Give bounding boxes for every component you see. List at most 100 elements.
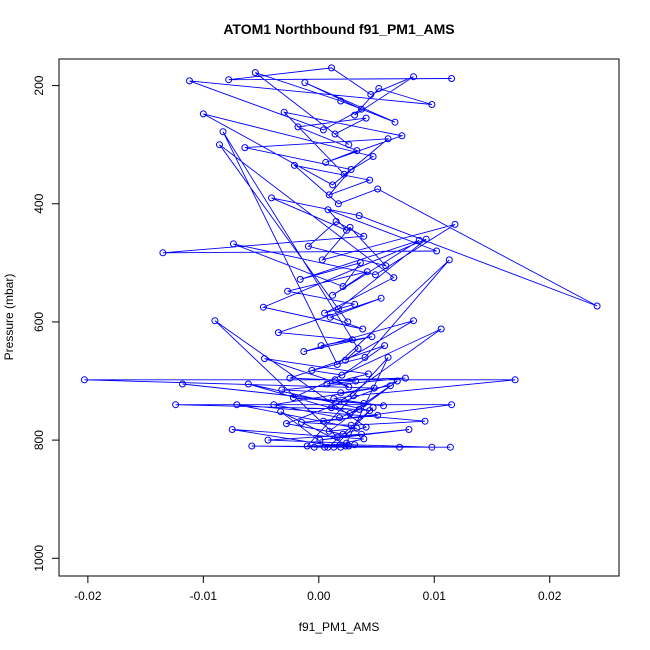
data-point [448, 75, 456, 82]
data-point [421, 417, 429, 425]
data-point [348, 336, 356, 344]
data-point [321, 309, 329, 317]
data-point [360, 435, 368, 443]
data-point [382, 262, 390, 270]
data-point [511, 376, 519, 384]
data-point [286, 374, 294, 382]
data-point [428, 443, 436, 451]
data-point [277, 408, 285, 416]
data-point [264, 436, 272, 444]
data-point [303, 442, 311, 450]
data-point [323, 380, 331, 388]
data-point [270, 401, 278, 409]
data-point [322, 158, 330, 166]
data-point [331, 376, 339, 384]
data-point [333, 433, 341, 441]
data-point [355, 405, 363, 413]
data-point [422, 235, 430, 243]
data-point [251, 69, 259, 77]
series-line [84, 67, 598, 448]
data-point [298, 418, 305, 426]
data-point [318, 256, 326, 264]
data-point [367, 91, 375, 98]
data-point [415, 236, 423, 244]
data-point [332, 218, 340, 225]
data-point [359, 325, 367, 333]
data-point [337, 97, 345, 105]
data-point [219, 128, 227, 136]
data-point [353, 424, 361, 432]
data-point [291, 161, 298, 169]
data-point [331, 130, 339, 138]
series-layer [80, 64, 601, 451]
x-tick-label: 0.00 [307, 589, 331, 603]
data-point [380, 402, 387, 410]
data-point [319, 417, 327, 425]
data-point [308, 366, 316, 374]
data-point [377, 294, 385, 302]
data-point [374, 411, 382, 419]
x-axis: -0.02 -0.01 0.00 0.01 0.02 [74, 575, 562, 603]
y-tick-label: 600 [32, 312, 46, 332]
data-point [325, 427, 333, 435]
data-point [384, 353, 392, 361]
data-point [349, 392, 357, 400]
data-point [364, 370, 372, 378]
data-point [233, 401, 241, 409]
data-point [328, 404, 335, 412]
data-point [345, 383, 353, 391]
data-point [344, 318, 352, 326]
y-tick-label: 400 [32, 193, 46, 213]
data-point [451, 220, 459, 228]
data-point [216, 141, 223, 149]
data-point [362, 423, 370, 431]
data-point [355, 212, 363, 220]
data-point [330, 395, 338, 403]
data-point [446, 443, 454, 451]
data-point [278, 386, 286, 394]
data-point [328, 64, 335, 72]
x-tick-label: -0.02 [74, 589, 102, 603]
data-point [340, 398, 348, 406]
data-point [390, 274, 398, 282]
data-point [340, 170, 348, 178]
x-axis-label: f91_PM1_AMS [299, 620, 380, 634]
data-point [333, 361, 341, 368]
data-point [172, 401, 180, 409]
data-point [268, 194, 275, 202]
data-point [374, 185, 382, 193]
data-point [593, 302, 601, 310]
data-point [351, 300, 359, 308]
data-point [353, 147, 361, 155]
data-point [354, 345, 362, 352]
data-point [360, 400, 368, 407]
data-point [448, 401, 456, 409]
data-point [341, 442, 349, 450]
data-point [225, 76, 233, 84]
data-point [346, 223, 354, 231]
data-point [329, 181, 337, 189]
data-point [433, 247, 441, 255]
data-point [338, 371, 346, 379]
x-tick-label: 0.01 [423, 589, 447, 603]
data-point [362, 114, 370, 122]
data-point [319, 126, 327, 134]
data-point [329, 291, 337, 299]
data-point [391, 118, 399, 126]
data-point [396, 443, 404, 451]
data-point [360, 232, 368, 240]
data-point [259, 303, 267, 311]
data-point [294, 123, 302, 131]
data-point [368, 333, 376, 341]
chart-title: ATOM1 Northbound f91_PM1_AMS [223, 21, 454, 37]
y-tick-label: 1000 [32, 545, 46, 572]
data-point [336, 414, 344, 422]
data-point [310, 443, 318, 451]
data-point [345, 442, 353, 450]
data-point [337, 443, 345, 451]
data-point [337, 389, 345, 397]
data-point [317, 342, 325, 350]
x-tick-label: 0.02 [538, 589, 562, 603]
data-point [179, 380, 186, 388]
